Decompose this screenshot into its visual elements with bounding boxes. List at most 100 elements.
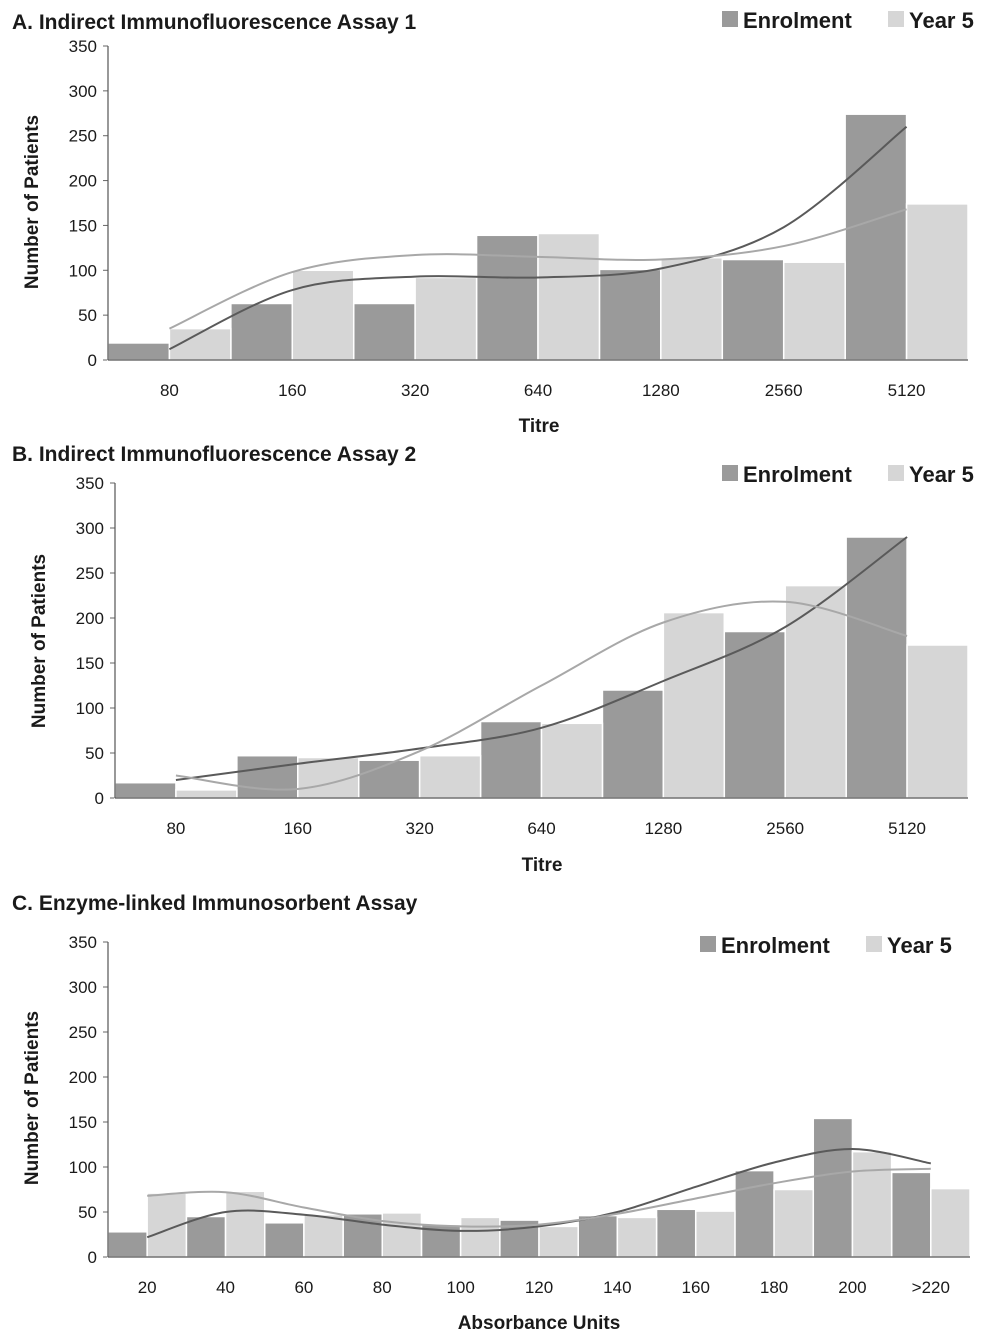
y-tick-label: 100: [69, 1158, 97, 1177]
y-tick-label: 0: [88, 1248, 97, 1267]
bar-enrolment-0: [107, 1231, 148, 1258]
bar-year5-0: [175, 789, 238, 799]
legend-label-enrolment: Enrolment: [743, 462, 852, 487]
bar-year5-1: [291, 269, 355, 361]
bar-enrolment-4: [598, 268, 662, 361]
panel-c: C. Enzyme-linked Immunosorbent Assay Enr…: [12, 892, 971, 1333]
y-tick-label: 150: [69, 216, 97, 235]
trendline-year5: [169, 208, 907, 330]
bar-enrolment-0: [114, 781, 177, 799]
y-tick-label: 250: [76, 564, 104, 583]
bar-year5-3: [381, 1212, 423, 1258]
x-tick-label: 100: [446, 1278, 474, 1297]
x-tick-label: 2560: [765, 381, 803, 400]
chart-title: C. Enzyme-linked Immunosorbent Assay: [12, 892, 418, 915]
y-tick-label: 300: [69, 82, 97, 101]
x-tick-label: 5120: [888, 381, 926, 400]
x-tick-label: 160: [284, 819, 312, 838]
bar-enrolment-7: [655, 1208, 697, 1258]
bar-enrolment-2: [357, 759, 421, 799]
x-tick-label: 1280: [644, 819, 682, 838]
x-tick-label: 640: [527, 819, 555, 838]
y-axis-title: Number of Patients: [29, 554, 50, 728]
trendline-enrolment: [146, 1147, 931, 1239]
legend-swatch-year5: [888, 465, 904, 481]
bar-enrolment-5: [723, 630, 786, 799]
y-tick-label: 300: [69, 978, 97, 997]
y-axis-ticks: 0 50 100 150 200 250 300 350: [76, 474, 115, 808]
bar-enrolment-6: [577, 1214, 619, 1258]
y-tick-label: 350: [69, 37, 97, 56]
y-axis-ticks: 0 50 100 150 200 250 300 350: [69, 37, 108, 370]
legend-swatch-year5: [888, 11, 904, 27]
y-tick-label: 250: [69, 127, 97, 146]
legend: Enrolment Year 5: [722, 8, 974, 33]
plot-area: [107, 46, 969, 361]
bar-year5-2: [418, 754, 482, 799]
y-tick-label: 100: [76, 699, 104, 718]
x-axis-title: Titre: [522, 855, 563, 876]
trendline-year5: [147, 1167, 931, 1228]
bar-year5-2: [303, 1213, 344, 1258]
x-tick-label: 140: [603, 1278, 631, 1297]
x-axis-title: Titre: [519, 416, 560, 437]
bar-enrolment-4: [601, 689, 665, 799]
bar-year5-3: [537, 232, 601, 361]
panel-b: B. Indirect Immunofluorescence Assay 2 E…: [12, 443, 974, 876]
plot-area: [114, 483, 969, 799]
legend-swatch-enrolment: [700, 936, 716, 952]
trendline-enrolment: [168, 125, 908, 351]
x-tick-label: 2560: [766, 819, 804, 838]
legend: Enrolment Year 5: [700, 933, 952, 958]
y-tick-label: 0: [88, 351, 97, 370]
bar-year5-1: [224, 1190, 266, 1258]
bar-enrolment-10: [890, 1171, 932, 1258]
y-axis-ticks: 0 50 100 150 200 250 300 350: [69, 933, 108, 1267]
y-tick-label: 350: [76, 474, 104, 493]
legend-label-year5: Year 5: [887, 933, 952, 958]
y-tick-label: 100: [69, 261, 97, 280]
x-tick-label: 160: [682, 1278, 710, 1297]
legend-label-enrolment: Enrolment: [721, 933, 830, 958]
legend: Enrolment Year 5: [722, 462, 974, 487]
legend-label-year5: Year 5: [909, 8, 974, 33]
y-tick-label: 0: [95, 789, 104, 808]
x-tick-label: 120: [525, 1278, 553, 1297]
bar-enrolment-2: [352, 302, 416, 361]
x-tick-label: >220: [912, 1278, 950, 1297]
bar-enrolment-1: [185, 1215, 227, 1258]
x-tick-label: 320: [401, 381, 429, 400]
bar-enrolment-3: [479, 720, 543, 799]
bar-year5-3: [540, 722, 604, 799]
y-tick-label: 150: [69, 1113, 97, 1132]
y-tick-label: 250: [69, 1023, 97, 1042]
bar-year5-6: [906, 644, 969, 799]
chart-title: A. Indirect Immunofluorescence Assay 1: [12, 11, 417, 34]
legend-swatch-enrolment: [722, 11, 738, 27]
y-tick-label: 200: [69, 1068, 97, 1087]
y-tick-label: 50: [78, 306, 97, 325]
y-axis-title: Number of Patients: [22, 1011, 43, 1185]
x-tick-label: 80: [166, 819, 185, 838]
bar-enrolment-0: [107, 342, 171, 361]
bar-year5-4: [662, 611, 726, 799]
bar-year5-6: [616, 1216, 658, 1258]
bar-year5-4: [660, 256, 724, 361]
legend-swatch-year5: [866, 936, 882, 952]
chart-title: B. Indirect Immunofluorescence Assay 2: [12, 443, 416, 466]
y-tick-label: 200: [76, 609, 104, 628]
bar-year5-7: [694, 1210, 736, 1258]
x-tick-label: 640: [524, 381, 552, 400]
bar-enrolment-6: [844, 113, 908, 361]
x-tick-label: 160: [278, 381, 306, 400]
legend-label-enrolment: Enrolment: [743, 8, 852, 33]
trendline-year5: [175, 600, 908, 791]
panel-a: A. Indirect Immunofluorescence Assay 1 E…: [12, 8, 974, 437]
bar-enrolment-3: [475, 234, 539, 361]
bar-enrolment-1: [236, 754, 299, 799]
x-tick-label: 1280: [642, 381, 680, 400]
bar-year5-8: [773, 1188, 815, 1258]
bar-year5-5: [782, 261, 846, 361]
y-tick-label: 50: [85, 744, 104, 763]
